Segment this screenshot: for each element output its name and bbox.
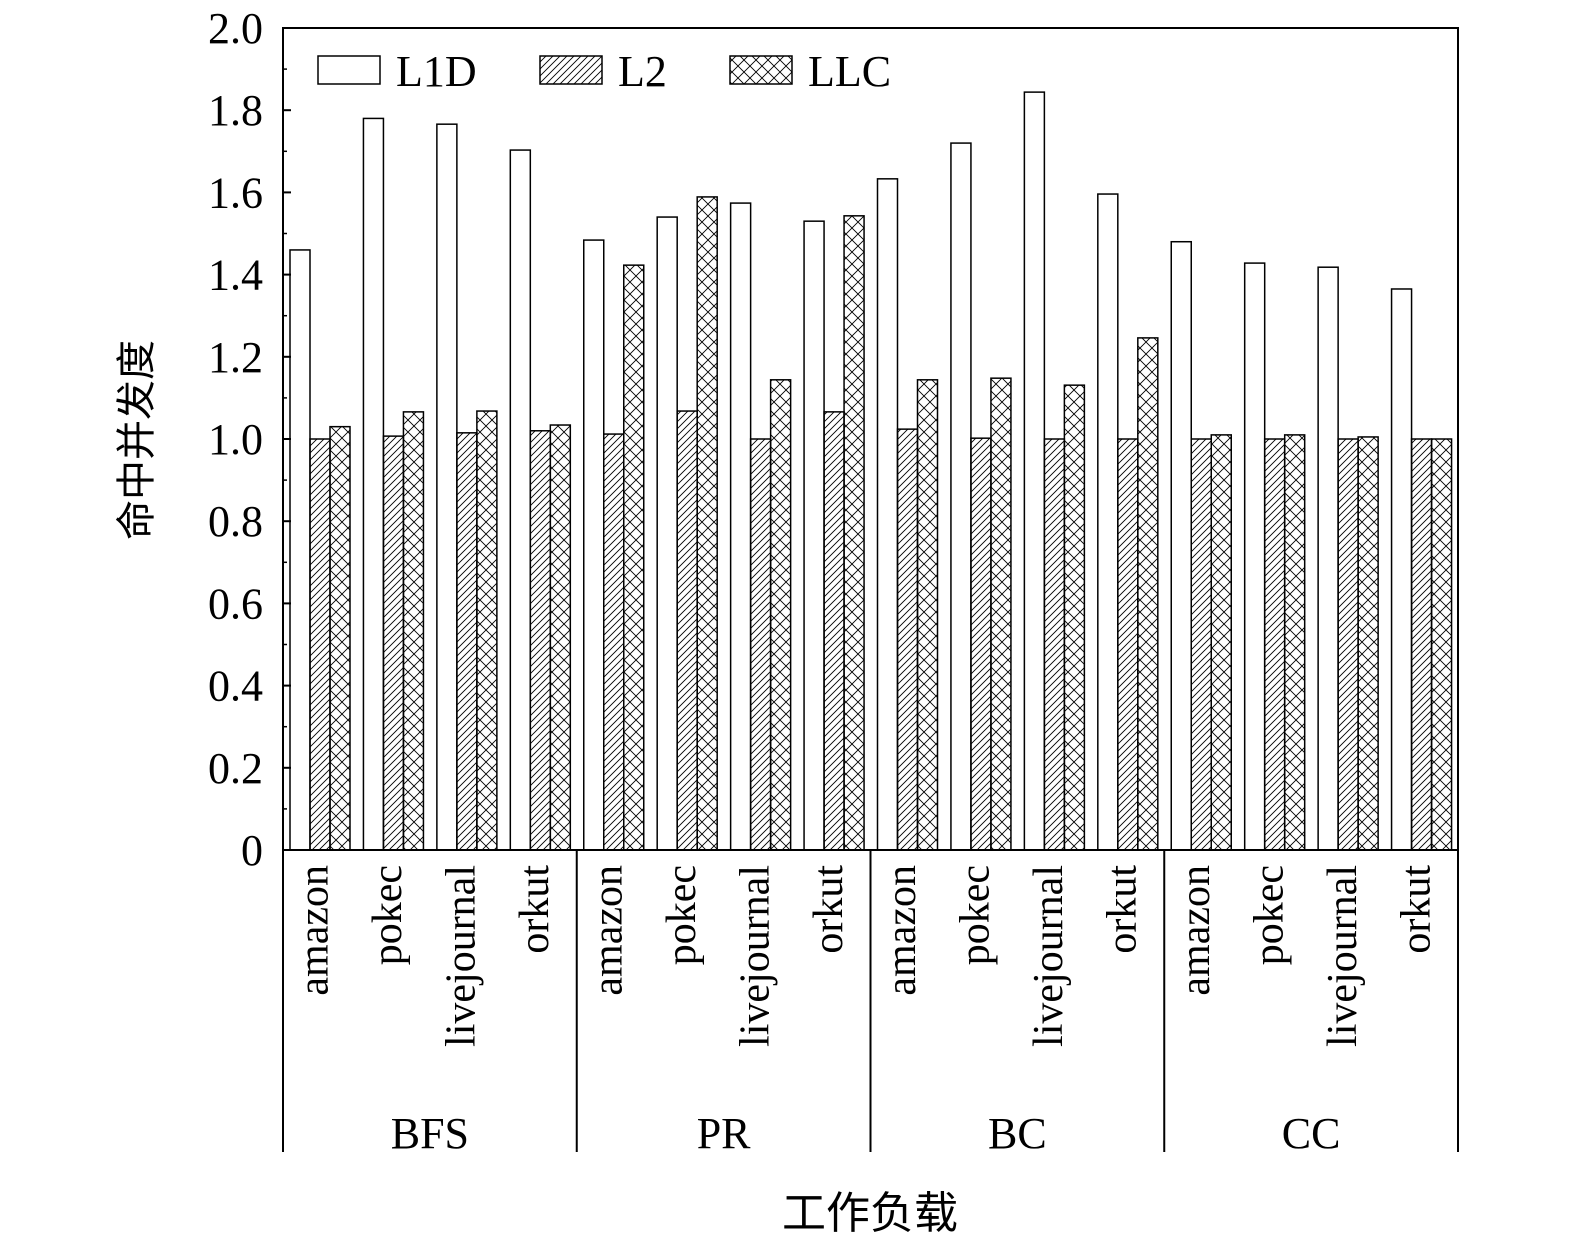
legend-swatch-llc [729, 55, 793, 85]
bar-l2 [1263, 438, 1286, 851]
x-tick-label: amazon [585, 865, 631, 996]
x-tick-label: amazon [879, 865, 925, 996]
bar-llc [1357, 436, 1379, 851]
legend-swatch-l2 [539, 55, 603, 85]
group-label: PR [697, 1109, 751, 1158]
bar-l1d [876, 178, 899, 851]
bar-l1d [1097, 193, 1119, 851]
bar-l1d [1023, 91, 1046, 851]
bar-l1d [656, 216, 678, 851]
bar-l1d [729, 202, 752, 851]
bar-llc [1283, 434, 1306, 851]
y-tick-label: 1.6 [208, 168, 263, 217]
bar-llc [623, 264, 645, 851]
bar-llc [1137, 337, 1159, 851]
bar-llc [549, 424, 572, 851]
bar-llc [769, 379, 792, 851]
bar-l1d [436, 123, 458, 851]
y-tick-label: 0 [241, 826, 263, 875]
bar-l1d [1170, 240, 1192, 851]
group-label: CC [1282, 1109, 1341, 1158]
x-tick-label: amazon [1173, 865, 1219, 996]
y-tick-label: 1.2 [208, 333, 263, 382]
bar-llc [843, 215, 865, 851]
bar-l2 [309, 438, 331, 851]
bar-llc [696, 196, 718, 851]
x-tick-label: pokec [953, 865, 999, 965]
bar-llc [990, 377, 1012, 851]
bar-l2 [1190, 438, 1212, 851]
legend-label: L2 [618, 47, 667, 96]
bar-llc [1210, 434, 1232, 851]
x-tick-label: livejournal [439, 865, 485, 1047]
bar-l2 [603, 433, 625, 851]
bar-l2 [823, 411, 845, 851]
bar-l1d [509, 149, 532, 851]
bar-l1d [1390, 288, 1413, 851]
y-tick-label: 1.0 [208, 415, 263, 464]
y-tick-label: 0.4 [208, 662, 263, 711]
bar-llc [329, 425, 351, 851]
x-tick-label: amazon [292, 865, 338, 996]
bar-l2 [1410, 438, 1433, 851]
x-tick-label: pokec [659, 865, 705, 965]
bar-llc [1063, 384, 1086, 851]
y-tick-label: 0.8 [208, 497, 263, 546]
bar-l2 [1043, 438, 1066, 851]
bar-l2 [1117, 438, 1139, 851]
bar-l1d [362, 117, 385, 851]
x-tick-label: pokec [1246, 865, 1292, 965]
bar-l1d [583, 239, 605, 851]
x-tick-label: orkut [512, 865, 558, 954]
x-tick-label: orkut [1393, 865, 1439, 954]
bar-l2 [749, 438, 772, 851]
bar-l1d [1317, 266, 1339, 851]
y-axis-label: 命中并发度 [114, 340, 159, 540]
bar-l2 [456, 432, 478, 851]
x-tick-label: livejournal [1320, 865, 1366, 1047]
bar-l2 [676, 410, 698, 851]
legend-swatch-l1d [317, 55, 381, 85]
legend-label: LLC [808, 47, 891, 96]
legend-label: L1D [396, 47, 477, 96]
y-tick-label: 1.4 [208, 251, 263, 300]
bar-l2 [896, 428, 919, 851]
group-label: BFS [391, 1109, 469, 1158]
bar-llc [916, 379, 939, 851]
bar-llc [476, 410, 498, 851]
x-tick-label: pokec [365, 865, 411, 965]
bar-l2 [382, 435, 405, 851]
bar-l2 [529, 430, 552, 851]
bar-l2 [970, 437, 992, 851]
group-label: BC [988, 1109, 1047, 1158]
y-tick-label: 2.0 [208, 4, 263, 53]
x-tick-label: livejournal [732, 865, 778, 1047]
bar-l2 [1337, 438, 1359, 851]
bar-l1d [1243, 262, 1266, 851]
bar-l1d [803, 220, 825, 851]
x-axis-label: 工作负载 [782, 1189, 958, 1238]
bar-llc [1430, 438, 1453, 851]
x-tick-label: orkut [1100, 865, 1146, 954]
y-tick-label: 0.2 [208, 744, 263, 793]
bar-llc [402, 411, 425, 851]
bar-l1d [289, 249, 311, 851]
x-tick-label: orkut [806, 865, 852, 954]
y-tick-label: 0.6 [208, 579, 263, 628]
bar-l1d [950, 142, 972, 851]
y-tick-label: 1.8 [208, 86, 263, 135]
x-tick-label: livejournal [1026, 865, 1072, 1047]
